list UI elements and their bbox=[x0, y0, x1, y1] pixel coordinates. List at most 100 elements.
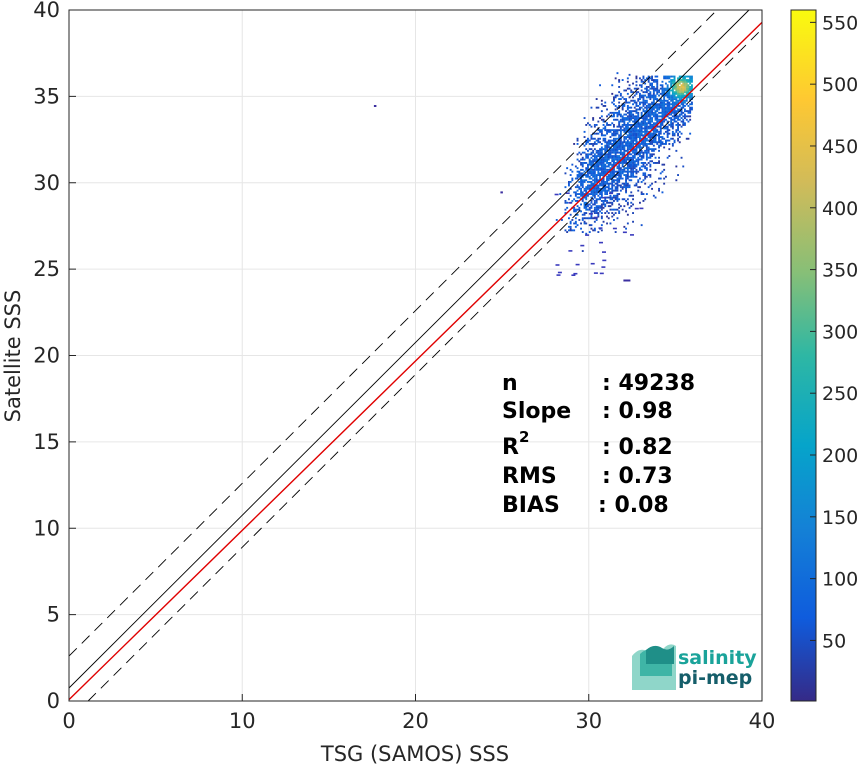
density-cell bbox=[656, 87, 659, 90]
density-cell bbox=[616, 146, 619, 149]
density-cell bbox=[618, 141, 621, 144]
density-cell bbox=[604, 189, 607, 192]
density-cell bbox=[602, 187, 605, 190]
density-cell bbox=[658, 141, 660, 144]
density-cell bbox=[644, 182, 647, 185]
density-cell bbox=[666, 99, 669, 102]
density-cell bbox=[600, 172, 603, 175]
density-cell bbox=[618, 206, 621, 209]
density-cell bbox=[587, 156, 589, 159]
density-cell bbox=[592, 163, 595, 166]
density-cell bbox=[588, 124, 591, 126]
density-cell bbox=[668, 129, 671, 132]
density-cell bbox=[580, 181, 582, 183]
density-cell bbox=[583, 174, 586, 176]
density-cell bbox=[630, 165, 633, 168]
density-cell bbox=[587, 168, 589, 171]
density-cell bbox=[628, 113, 631, 116]
density-cell bbox=[614, 118, 617, 121]
density-cell bbox=[613, 156, 615, 159]
density-cell bbox=[671, 144, 674, 147]
density-cell bbox=[628, 148, 631, 151]
density-cell bbox=[684, 110, 686, 113]
density-cell bbox=[606, 189, 608, 192]
density-cell bbox=[618, 156, 621, 159]
density-cell bbox=[689, 89, 692, 92]
density-cell bbox=[626, 172, 629, 175]
density-cell bbox=[642, 130, 645, 133]
density-cell bbox=[597, 206, 600, 209]
density-cell bbox=[685, 118, 688, 121]
density-cell bbox=[633, 155, 636, 157]
density-cell bbox=[621, 170, 624, 173]
density-cell bbox=[611, 149, 614, 152]
density-cell bbox=[633, 101, 636, 104]
density-cell bbox=[642, 134, 645, 137]
density-cell bbox=[561, 219, 563, 221]
density-cell bbox=[602, 156, 605, 159]
density-cell bbox=[666, 132, 669, 135]
density-cell bbox=[621, 141, 624, 144]
density-cell bbox=[609, 187, 612, 190]
density-cell bbox=[661, 124, 664, 126]
density-cell bbox=[623, 144, 626, 147]
density-cell bbox=[654, 89, 657, 92]
density-cell bbox=[675, 92, 678, 95]
density-cell bbox=[618, 105, 621, 107]
density-cell bbox=[675, 96, 678, 99]
density-cell bbox=[635, 168, 638, 171]
density-cell bbox=[623, 122, 626, 125]
density-cell bbox=[604, 181, 607, 183]
density-cell bbox=[678, 99, 681, 102]
density-cell bbox=[583, 189, 586, 192]
density-cell bbox=[668, 139, 671, 142]
density-cell bbox=[691, 92, 693, 95]
density-cell bbox=[663, 92, 666, 95]
density-cell bbox=[687, 86, 690, 88]
density-cell bbox=[625, 125, 627, 128]
density-cell bbox=[626, 167, 629, 170]
density-cell bbox=[587, 163, 589, 166]
density-cell bbox=[588, 148, 591, 151]
density-cell bbox=[611, 198, 614, 201]
density-cell bbox=[663, 111, 666, 114]
density-cell bbox=[666, 120, 669, 123]
density-cell bbox=[611, 143, 614, 145]
density-cell bbox=[607, 205, 610, 208]
density-cell bbox=[647, 174, 650, 176]
stat-rms-label: RMS bbox=[502, 464, 557, 489]
density-cell bbox=[691, 96, 693, 99]
density-cell bbox=[576, 186, 579, 189]
density-cell bbox=[678, 89, 681, 92]
density-cell bbox=[658, 91, 660, 94]
density-cell bbox=[677, 139, 679, 142]
density-cell bbox=[639, 77, 641, 80]
density-cell bbox=[614, 146, 617, 149]
density-cell bbox=[635, 84, 638, 87]
density-cell bbox=[668, 96, 671, 99]
density-cell bbox=[649, 120, 652, 123]
density-cell bbox=[635, 170, 638, 173]
density-cell bbox=[585, 222, 588, 225]
density-cell bbox=[580, 179, 582, 182]
density-cell bbox=[656, 82, 659, 85]
density-cell bbox=[668, 113, 671, 116]
density-cell bbox=[628, 170, 631, 173]
density-cell bbox=[574, 222, 577, 225]
density-cell bbox=[645, 113, 648, 116]
density-cell bbox=[633, 170, 636, 173]
density-cell bbox=[647, 96, 650, 99]
density-cell bbox=[590, 215, 593, 218]
density-cell bbox=[600, 205, 603, 208]
density-cell bbox=[647, 79, 650, 81]
density-cell bbox=[680, 87, 683, 90]
density-cell bbox=[597, 137, 600, 140]
density-cell bbox=[661, 113, 664, 116]
density-cell bbox=[665, 103, 667, 106]
density-cell bbox=[652, 134, 655, 137]
density-cell bbox=[647, 151, 650, 154]
density-cell bbox=[689, 75, 692, 78]
density-cell bbox=[597, 186, 600, 189]
density-cell bbox=[578, 175, 581, 178]
density-cell bbox=[616, 113, 619, 116]
